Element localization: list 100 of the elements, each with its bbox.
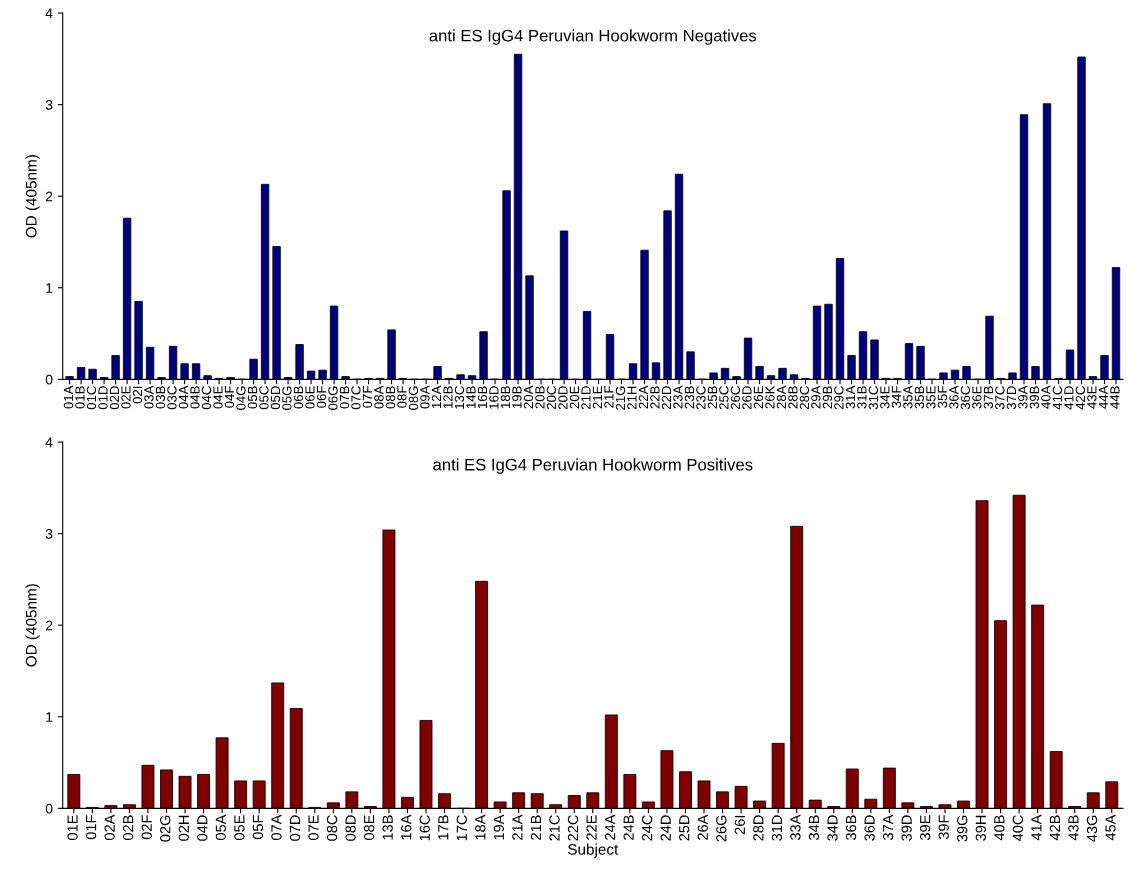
x-tick-label: 02G <box>160 815 171 842</box>
x-tick-label: 24D <box>660 815 671 841</box>
x-tick-label: 21E <box>592 386 602 409</box>
x-tick-label: 39H <box>975 815 986 841</box>
x-tick-label: 04G <box>236 386 246 410</box>
text: anti ES IgG4 Peruvian Hookworm Positives <box>433 458 753 474</box>
x-tick-label: 08E <box>363 815 375 840</box>
x-tick-label: 26D <box>742 386 752 410</box>
y-tick-label: 1 <box>46 712 53 722</box>
x-tick-label: 28C <box>799 386 810 410</box>
x-tick-label: 36E <box>972 386 982 409</box>
x-tick-label: 04A <box>178 385 189 409</box>
x-tick-label: 05C <box>259 386 269 410</box>
x-tick-label: 40B <box>994 815 1005 841</box>
x-tick-label: 39D <box>901 815 912 841</box>
x-tick-label: 21C <box>549 815 560 841</box>
y-axis-title: OD (405nm) <box>25 155 40 238</box>
x-tick-label: 01D <box>98 386 108 410</box>
x-tick-label: 31C <box>868 386 879 410</box>
x-tick-label: 22A <box>638 385 648 409</box>
x-tick-label: 12A <box>431 385 441 409</box>
x-tick-label: 31B <box>857 386 867 409</box>
x-tick-label: 31D <box>771 815 783 841</box>
text: anti ES IgG4 Peruvian Hookworm Negatives <box>429 29 757 45</box>
y-tick-label: 4 <box>45 8 53 19</box>
x-tick-label: 05A <box>215 814 227 840</box>
x-tick-label: 35E <box>926 386 936 409</box>
x-tick-label: 36A <box>949 385 959 409</box>
x-tick-label: 19B <box>512 386 522 409</box>
x-tick-label: 04E <box>213 386 223 409</box>
x-tick-label: 17C <box>456 815 467 841</box>
x-tick-label: 06B <box>293 386 304 409</box>
x-tick-label: 06G <box>328 386 338 410</box>
x-tick-label: 42C <box>1075 386 1086 410</box>
x-tick-label: 16C <box>419 815 430 841</box>
x-tick-label: 37A <box>882 814 894 840</box>
x-tick-label: 22E <box>586 815 597 840</box>
x-tick-label: 05G <box>282 386 292 410</box>
x-tick-label: 13B <box>382 815 393 840</box>
y-tick-label: 1 <box>46 283 53 293</box>
x-tick-label: 26E <box>753 386 764 409</box>
x-tick-label: 35B <box>914 386 925 409</box>
x-tick-label: 07B <box>339 386 350 409</box>
x-tick-label: 16B <box>477 386 488 409</box>
x-tick-label: 02D <box>109 386 120 410</box>
y-axis-title: OD (405nm) <box>25 584 40 667</box>
x-tick-label: 07D <box>289 815 301 841</box>
x-tick-label: 26K <box>765 385 775 409</box>
x-tick-label: 21H <box>627 386 637 410</box>
x-tick-label: 18B <box>500 386 511 409</box>
x-tick-label: 07E <box>308 815 319 840</box>
x-tick-label: 43B <box>1068 815 1079 841</box>
x-tick-label: 26G <box>716 815 727 842</box>
x-tick-label: 08B <box>385 386 396 409</box>
x-tick-label: 07A <box>271 814 282 840</box>
x-tick-label: 01C <box>86 386 97 410</box>
x-tick-label: 34F <box>891 386 902 408</box>
x-tick-label: 28A <box>776 385 787 409</box>
x-tick-label: 43E <box>1087 386 1097 409</box>
x-tick-label: 24C <box>641 815 653 841</box>
x-tick-label: 40A <box>1041 385 1051 409</box>
x-tick-label: 39G <box>957 815 968 842</box>
x-tick-label: 26I <box>734 815 745 835</box>
x-tick-label: 39E <box>920 815 931 840</box>
x-tick-label: 41A <box>1031 814 1042 841</box>
x-tick-label: 43G <box>1086 815 1098 842</box>
x-tick-label: 14B <box>466 386 476 409</box>
x-tick-label: 23B <box>684 386 695 409</box>
x-tick-label: 20C <box>546 386 557 410</box>
x-axis-title: Subject <box>568 843 619 858</box>
x-tick-label: 31A <box>845 385 856 409</box>
x-tick-label: 45A <box>1105 814 1116 841</box>
y-tick-label: 0 <box>45 374 53 385</box>
y-tick-label: 4 <box>45 437 53 448</box>
x-tick-label: 05B <box>247 386 258 409</box>
x-tick-label: 23C <box>696 386 706 410</box>
x-tick-label: 41C <box>1052 386 1063 410</box>
x-tick-label: 08G <box>408 386 419 410</box>
x-tick-label: 35F <box>937 386 948 408</box>
x-tick-label: 37C <box>995 386 1005 410</box>
x-tick-label: 20A <box>523 385 534 409</box>
x-tick-label: 39F <box>938 815 949 840</box>
x-tick-label: 39B <box>1029 386 1040 409</box>
x-tick-label: 39A <box>1018 385 1028 409</box>
x-tick-label: 01A <box>63 385 74 409</box>
x-tick-label: 28B <box>788 386 798 409</box>
x-tick-label: 18A <box>475 814 486 840</box>
x-tick-label: 05D <box>270 386 281 410</box>
x-tick-label: 20E <box>569 386 580 409</box>
x-tick-label: 29A <box>811 385 821 409</box>
x-tick-label: 09A <box>420 385 430 409</box>
x-tick-label: 34B <box>808 815 820 840</box>
x-tick-label: 04B <box>190 386 200 409</box>
x-tick-label: 04F <box>224 386 235 408</box>
y-tick-label: 3 <box>45 529 53 539</box>
x-tick-label: 07C <box>351 386 361 410</box>
x-tick-label: 36B <box>845 815 857 840</box>
x-tick-label: 44B <box>1110 386 1120 409</box>
x-tick-label: 08A <box>374 385 384 409</box>
x-tick-label: 28D <box>753 815 764 841</box>
